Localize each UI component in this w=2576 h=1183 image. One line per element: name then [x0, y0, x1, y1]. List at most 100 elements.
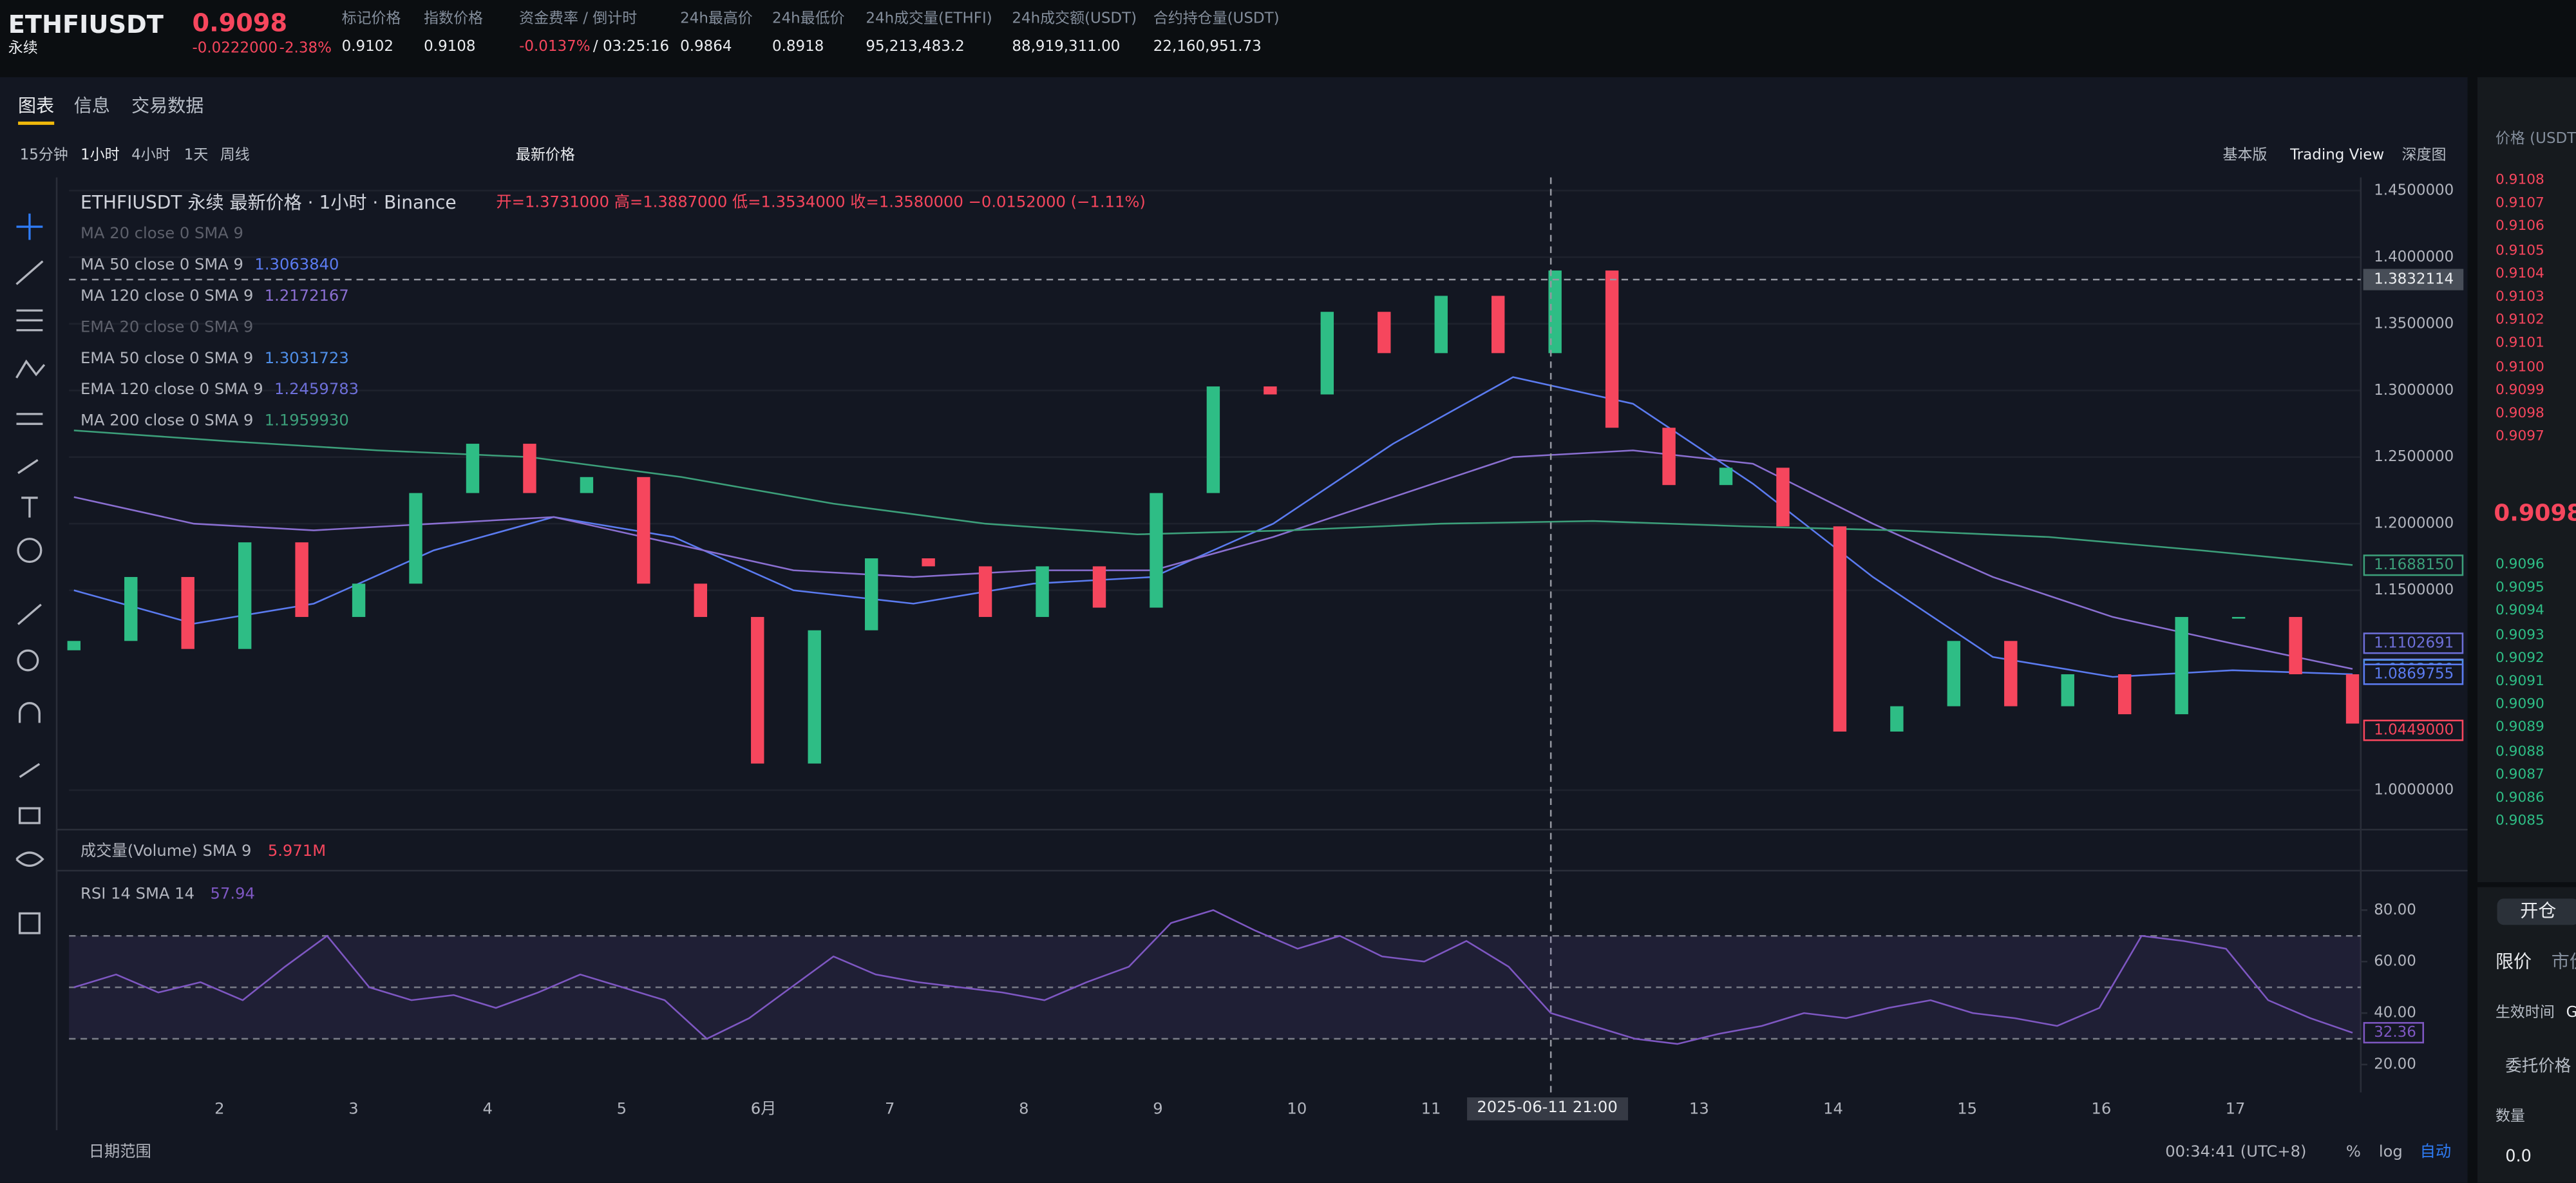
- rsi-tick-label: 60.00: [2374, 953, 2416, 970]
- price-tag: [2363, 632, 2464, 654]
- x-tick-label: 6: [750, 1101, 761, 1119]
- candle: [808, 630, 821, 764]
- candle: [1776, 468, 1790, 527]
- candle: [1719, 468, 1733, 486]
- x-tick-label: 2: [214, 1101, 225, 1119]
- indicator-name[interactable]: MA 20 close 0 SMA 9: [80, 225, 243, 243]
- indicator-name[interactable]: EMA 20 close 0 SMA 9: [80, 318, 254, 337]
- indicator-name[interactable]: EMA 120 close 0 SMA 9: [80, 381, 263, 399]
- rsi-label: RSI 14 SMA 14: [80, 885, 195, 904]
- interval-button[interactable]: 15分钟: [19, 147, 68, 165]
- ask-price: 0.9107: [2495, 196, 2544, 213]
- ask-price: 0.9106: [2495, 219, 2544, 236]
- price-tag: [2363, 719, 2464, 741]
- tab[interactable]: 交易数据: [131, 95, 204, 117]
- x-tick-label: 10: [1287, 1101, 1307, 1119]
- x-tick-label: 9: [1153, 1101, 1163, 1119]
- indicator-name[interactable]: MA 200 close 0 SMA 9: [80, 412, 254, 431]
- stat-label: 24h成交量(ETHFI): [866, 11, 992, 28]
- interval-button[interactable]: 周线: [220, 147, 250, 165]
- limit-tab[interactable]: 限价: [2495, 951, 2532, 973]
- bid-price: 0.9095: [2495, 580, 2544, 597]
- candle: [181, 576, 194, 649]
- candle: [124, 576, 138, 641]
- candle: [922, 558, 935, 567]
- open-button[interactable]: 开仓: [2497, 898, 2576, 925]
- price-type-select[interactable]: 最新价格: [516, 147, 575, 165]
- candle: [1491, 296, 1505, 354]
- indicator-name[interactable]: MA 120 close 0 SMA 9: [80, 287, 254, 306]
- log-toggle[interactable]: log: [2378, 1143, 2403, 1162]
- candle: [352, 583, 366, 618]
- candle: [2175, 617, 2188, 715]
- x-tick-label: 17: [2225, 1101, 2246, 1119]
- x-tick-label: 16: [2091, 1101, 2112, 1119]
- interval-button[interactable]: 1天: [184, 147, 209, 165]
- indicator-name[interactable]: EMA 50 close 0 SMA 9: [80, 350, 254, 368]
- candle: [2004, 641, 2018, 706]
- ohlc-readout: 开=1.3731000 高=1.3887000 低=1.3534000 收=1.…: [496, 194, 1146, 213]
- candle: [295, 542, 308, 618]
- stat-value: 0.9108: [424, 39, 476, 56]
- x-tick-label: 3: [348, 1101, 359, 1119]
- candle: [694, 583, 708, 618]
- indicator-value: 1.2172167: [264, 287, 349, 306]
- price-tag: [2363, 554, 2464, 576]
- stat-label: 合约持仓量(USDT): [1153, 11, 1280, 28]
- stat-label: 24h最低价: [772, 11, 845, 28]
- candle: [1947, 641, 1961, 706]
- tool-icons: [15, 213, 46, 934]
- candle: [466, 444, 480, 493]
- candle: [2118, 674, 2132, 715]
- candle: [1378, 312, 1391, 354]
- view-button[interactable]: Trading View: [2290, 147, 2385, 165]
- ask-price: 0.9103: [2495, 289, 2544, 306]
- view-button[interactable]: 基本版: [2222, 147, 2268, 165]
- price-change-pct: -2.38%: [279, 41, 332, 58]
- candle: [751, 617, 764, 764]
- rsi-tag-label: 32.36: [2374, 1024, 2416, 1041]
- rsi-tick-label: 80.00: [2374, 902, 2416, 918]
- indicator-value: 1.3063840: [254, 256, 339, 275]
- candle: [1833, 526, 1847, 732]
- view-button[interactable]: 深度图: [2401, 147, 2447, 165]
- bid-price: 0.9090: [2495, 697, 2544, 714]
- stat-label: 资金费率 / 倒计时: [519, 11, 638, 28]
- market-tab[interactable]: 市价: [2551, 951, 2576, 973]
- stat-label: 24h成交额(USDT): [1012, 11, 1137, 28]
- stat-value: 22,160,951.73: [1153, 39, 1262, 56]
- candle: [2231, 617, 2246, 619]
- order-form-panel: [2477, 887, 2576, 1183]
- stat-value: 0.8918: [772, 39, 824, 56]
- volume-value: 5.971M: [267, 842, 327, 861]
- price-tag-label: 1.0869755: [2374, 666, 2454, 683]
- indicator-value: 1.1959930: [264, 412, 349, 431]
- indicator-name[interactable]: MA 50 close 0 SMA 9: [80, 256, 243, 275]
- tab[interactable]: 图表: [18, 95, 55, 125]
- bid-price: 0.9086: [2495, 790, 2544, 807]
- date-range[interactable]: 日期范围: [88, 1143, 151, 1162]
- tab[interactable]: 信息: [73, 95, 110, 117]
- auto-toggle[interactable]: 自动: [2420, 1143, 2452, 1162]
- candle: [978, 566, 992, 618]
- bid-price: 0.9096: [2495, 556, 2544, 574]
- candle: [1320, 312, 1334, 395]
- rsi-tick-label: 20.00: [2374, 1056, 2416, 1073]
- ask-price: 0.9099: [2495, 382, 2544, 399]
- candle: [238, 542, 252, 649]
- candle: [523, 444, 536, 493]
- price-change: -0.0222000: [192, 41, 278, 58]
- x-tick-label: 13: [1689, 1101, 1709, 1119]
- percent-toggle[interactable]: %: [2345, 1143, 2361, 1162]
- candle: [1548, 270, 1562, 354]
- y-tick-label: 1.0000000: [2374, 782, 2454, 799]
- ask-price: 0.9104: [2495, 265, 2544, 283]
- interval-button[interactable]: 1小时: [80, 147, 120, 165]
- candle: [864, 558, 878, 630]
- price-input-label: 委托价格: [2505, 1057, 2571, 1076]
- x-tick-label: 5: [616, 1101, 627, 1119]
- chart-panel: [0, 77, 2468, 1183]
- interval-button[interactable]: 4小时: [131, 147, 171, 165]
- bid-price: 0.9087: [2495, 766, 2544, 784]
